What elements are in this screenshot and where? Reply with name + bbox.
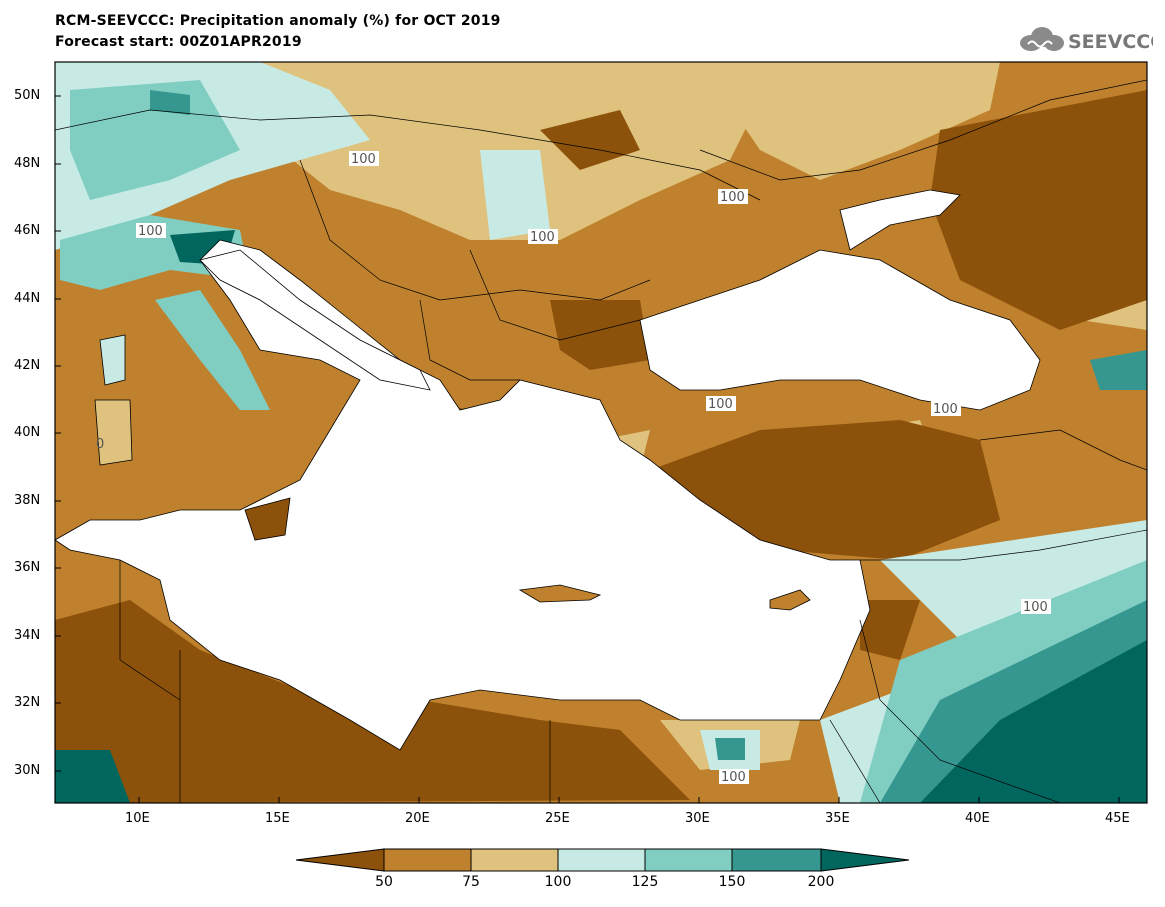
field-75-100-ukraine xyxy=(700,62,1000,180)
sardinia xyxy=(94,399,133,466)
lon-label: 15E xyxy=(265,811,290,826)
lon-label: 45E xyxy=(1105,811,1130,826)
lat-label: 42N xyxy=(14,358,41,373)
corsica xyxy=(99,334,126,386)
seevccc-logo: SEEVCCC xyxy=(1020,27,1153,53)
lon-label: 40E xyxy=(965,811,990,826)
black-sea xyxy=(639,249,1041,411)
lat-label: 34N xyxy=(14,628,41,643)
sea-of-azov xyxy=(839,189,961,251)
crete xyxy=(518,584,602,603)
contour-label: 0 xyxy=(96,437,104,452)
axis-ticks xyxy=(55,95,1120,803)
lat-label: 40N xyxy=(14,425,41,440)
lon-label: 10E xyxy=(125,811,150,826)
mediterranean-sea xyxy=(55,239,871,751)
contour-label: 100 xyxy=(708,397,733,412)
country-borders xyxy=(55,79,1147,803)
colorbar-label: 100 xyxy=(544,874,572,890)
lat-label: 46N xyxy=(14,223,41,238)
contour-label: 100 xyxy=(530,230,555,245)
lat-label: 38N xyxy=(14,493,41,508)
lat-label: 32N xyxy=(14,695,41,710)
contour-label: 100 xyxy=(720,190,745,205)
contour-label: 100 xyxy=(933,402,958,417)
lat-label: 30N xyxy=(14,763,41,778)
logo-text: SEEVCCC xyxy=(1068,31,1153,53)
field-below-50-russia xyxy=(930,90,1147,330)
colorbar-label: 125 xyxy=(631,874,659,890)
map-title: RCM-SEEVCCC: Precipitation anomaly (%) f… xyxy=(55,13,501,29)
contour-label: 100 xyxy=(138,224,163,239)
colorbar-label: 75 xyxy=(462,874,480,890)
lon-label: 20E xyxy=(405,811,430,826)
contour-label: 100 xyxy=(721,770,746,785)
colorbar-label: 50 xyxy=(375,874,393,890)
forecast-start: Forecast start: 00Z01APR2019 xyxy=(55,34,302,50)
lon-label: 30E xyxy=(685,811,710,826)
sicily xyxy=(244,497,291,541)
lat-label: 50N xyxy=(14,88,41,103)
cyprus xyxy=(769,589,811,611)
lat-label: 36N xyxy=(14,560,41,575)
cloud-icon xyxy=(1020,27,1064,51)
colorbar-label: 150 xyxy=(718,874,746,890)
lat-label: 44N xyxy=(14,291,41,306)
field-above-200-arabia xyxy=(920,640,1147,803)
colorbar-label: 200 xyxy=(807,874,835,890)
contour-label: 100 xyxy=(1023,600,1048,615)
contour-label: 100 xyxy=(351,152,376,167)
lat-label: 48N xyxy=(14,156,41,171)
adriatic-sea xyxy=(199,249,431,391)
lon-label: 25E xyxy=(545,811,570,826)
lon-label: 35E xyxy=(825,811,850,826)
